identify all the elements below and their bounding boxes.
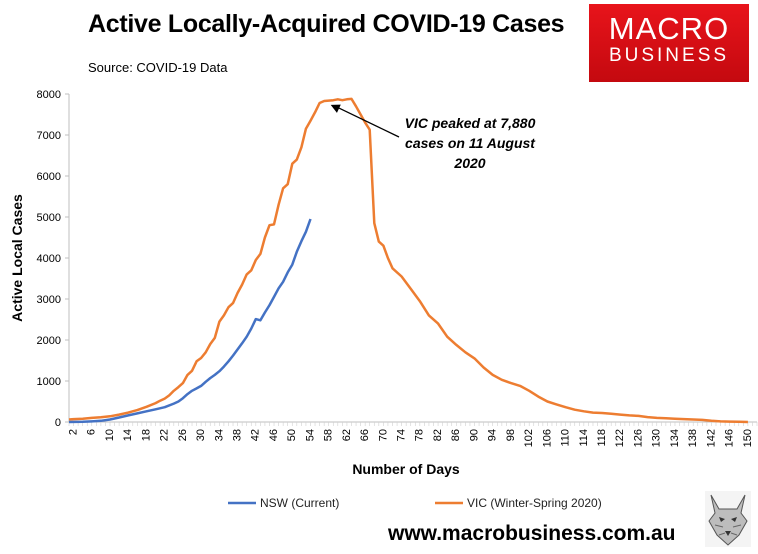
macro-business-logo: MACRO BUSINESS [589,4,749,82]
y-tick-label: 3000 [37,294,61,306]
annotation-text: VIC peaked at 7,880 [405,115,536,131]
x-tick-label: 146 [724,429,736,447]
x-tick-label: 54 [304,429,316,441]
x-tick-label: 42 [250,429,262,441]
x-tick-label: 74 [396,429,408,441]
x-tick-label: 138 [687,429,699,447]
x-tick-label: 126 [632,429,644,447]
x-tick-label: 2 [67,429,79,435]
x-tick-label: 50 [286,429,298,441]
x-tick-label: 30 [195,429,207,441]
wolf-logo-icon [705,491,751,547]
x-tick-label: 46 [268,429,280,441]
x-tick-label: 82 [432,429,444,441]
legend-label: VIC (Winter-Spring 2020) [467,496,602,510]
x-tick-label: 118 [596,429,608,447]
y-axis-label: Active Local Cases [9,194,25,322]
x-tick-label: 86 [450,429,462,441]
x-tick-label: 110 [560,429,572,447]
x-tick-label: 38 [231,429,243,441]
x-tick-label: 22 [159,429,171,441]
legend-label: NSW (Current) [260,496,339,510]
x-tick-label: 66 [359,429,371,441]
chart-source: Source: COVID-19 Data [88,60,228,75]
logo-line2: BUSINESS [608,45,730,66]
x-tick-label: 134 [669,429,681,447]
x-tick-label: 70 [377,429,389,441]
annotation-arrowhead [330,104,341,113]
x-tick-label: 58 [323,429,335,441]
x-tick-label: 114 [578,429,590,447]
x-tick-label: 62 [341,429,353,441]
y-tick-label: 4000 [37,253,61,265]
logo-line1: MACRO [608,11,730,46]
y-tick-label: 6000 [37,171,61,183]
annotation-arrow [338,107,400,138]
y-tick-label: 1000 [37,376,61,388]
x-tick-label: 14 [122,429,134,441]
x-tick-label: 94 [487,429,499,441]
x-tick-label: 18 [140,429,152,441]
x-tick-label: 26 [177,429,189,441]
x-tick-label: 34 [213,429,225,441]
x-tick-label: 130 [651,429,663,447]
series-line [68,218,312,424]
x-tick-label: 78 [414,429,426,441]
x-tick-label: 98 [505,429,517,441]
y-tick-label: 0 [55,417,61,429]
y-tick-label: 8000 [37,89,61,101]
x-tick-label: 106 [541,429,553,447]
x-tick-label: 122 [614,429,626,447]
x-tick-label: 102 [523,429,535,447]
x-tick-label: 10 [104,429,116,441]
x-tick-label: 150 [742,429,754,447]
series-line [68,97,748,424]
x-tick-label: 90 [468,429,480,441]
footer-url: www.macrobusiness.com.au [388,522,676,545]
x-tick-label: 6 [86,429,98,435]
x-tick-label: 142 [705,429,717,447]
y-tick-label: 7000 [37,130,61,142]
y-tick-label: 5000 [37,212,61,224]
chart-title: Active Locally-Acquired COVID-19 Cases [88,10,565,38]
annotation-text: cases on 11 August [405,135,536,151]
annotation-text: 2020 [453,155,485,171]
y-tick-label: 2000 [37,335,61,347]
x-axis-label: Number of Days [352,461,460,477]
